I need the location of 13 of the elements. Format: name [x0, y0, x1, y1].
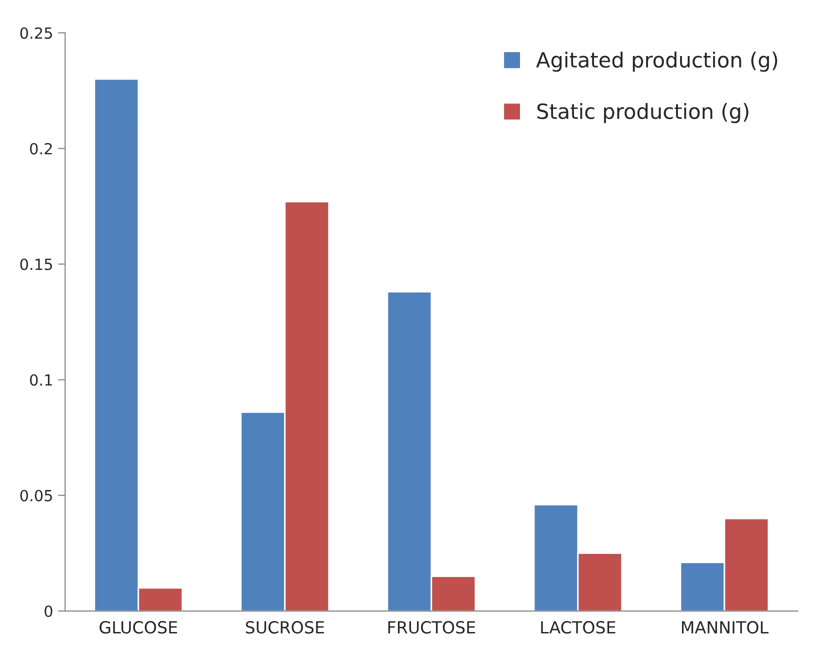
y-tick-label: 0.2: [30, 142, 52, 155]
legend-label: Agitated production (g): [536, 52, 778, 72]
x-tick-label: LACTOSE: [541, 621, 616, 634]
y-tick-label: 0.15: [20, 258, 52, 270]
x-tick-label: MANNITOL: [682, 621, 768, 634]
x-tick-label: GLUCOSE: [100, 621, 178, 634]
y-tick-label: 0.05: [20, 490, 52, 502]
y-tick-label: 0.1: [30, 374, 52, 386]
y-tick-label: 0.25: [20, 27, 52, 39]
x-tick-label: SUCROSE: [246, 621, 324, 634]
legend-label: Static production (g): [537, 103, 748, 124]
x-tick-label: FRUCTOSE: [388, 621, 476, 634]
y-tick-label: 0: [44, 605, 52, 618]
